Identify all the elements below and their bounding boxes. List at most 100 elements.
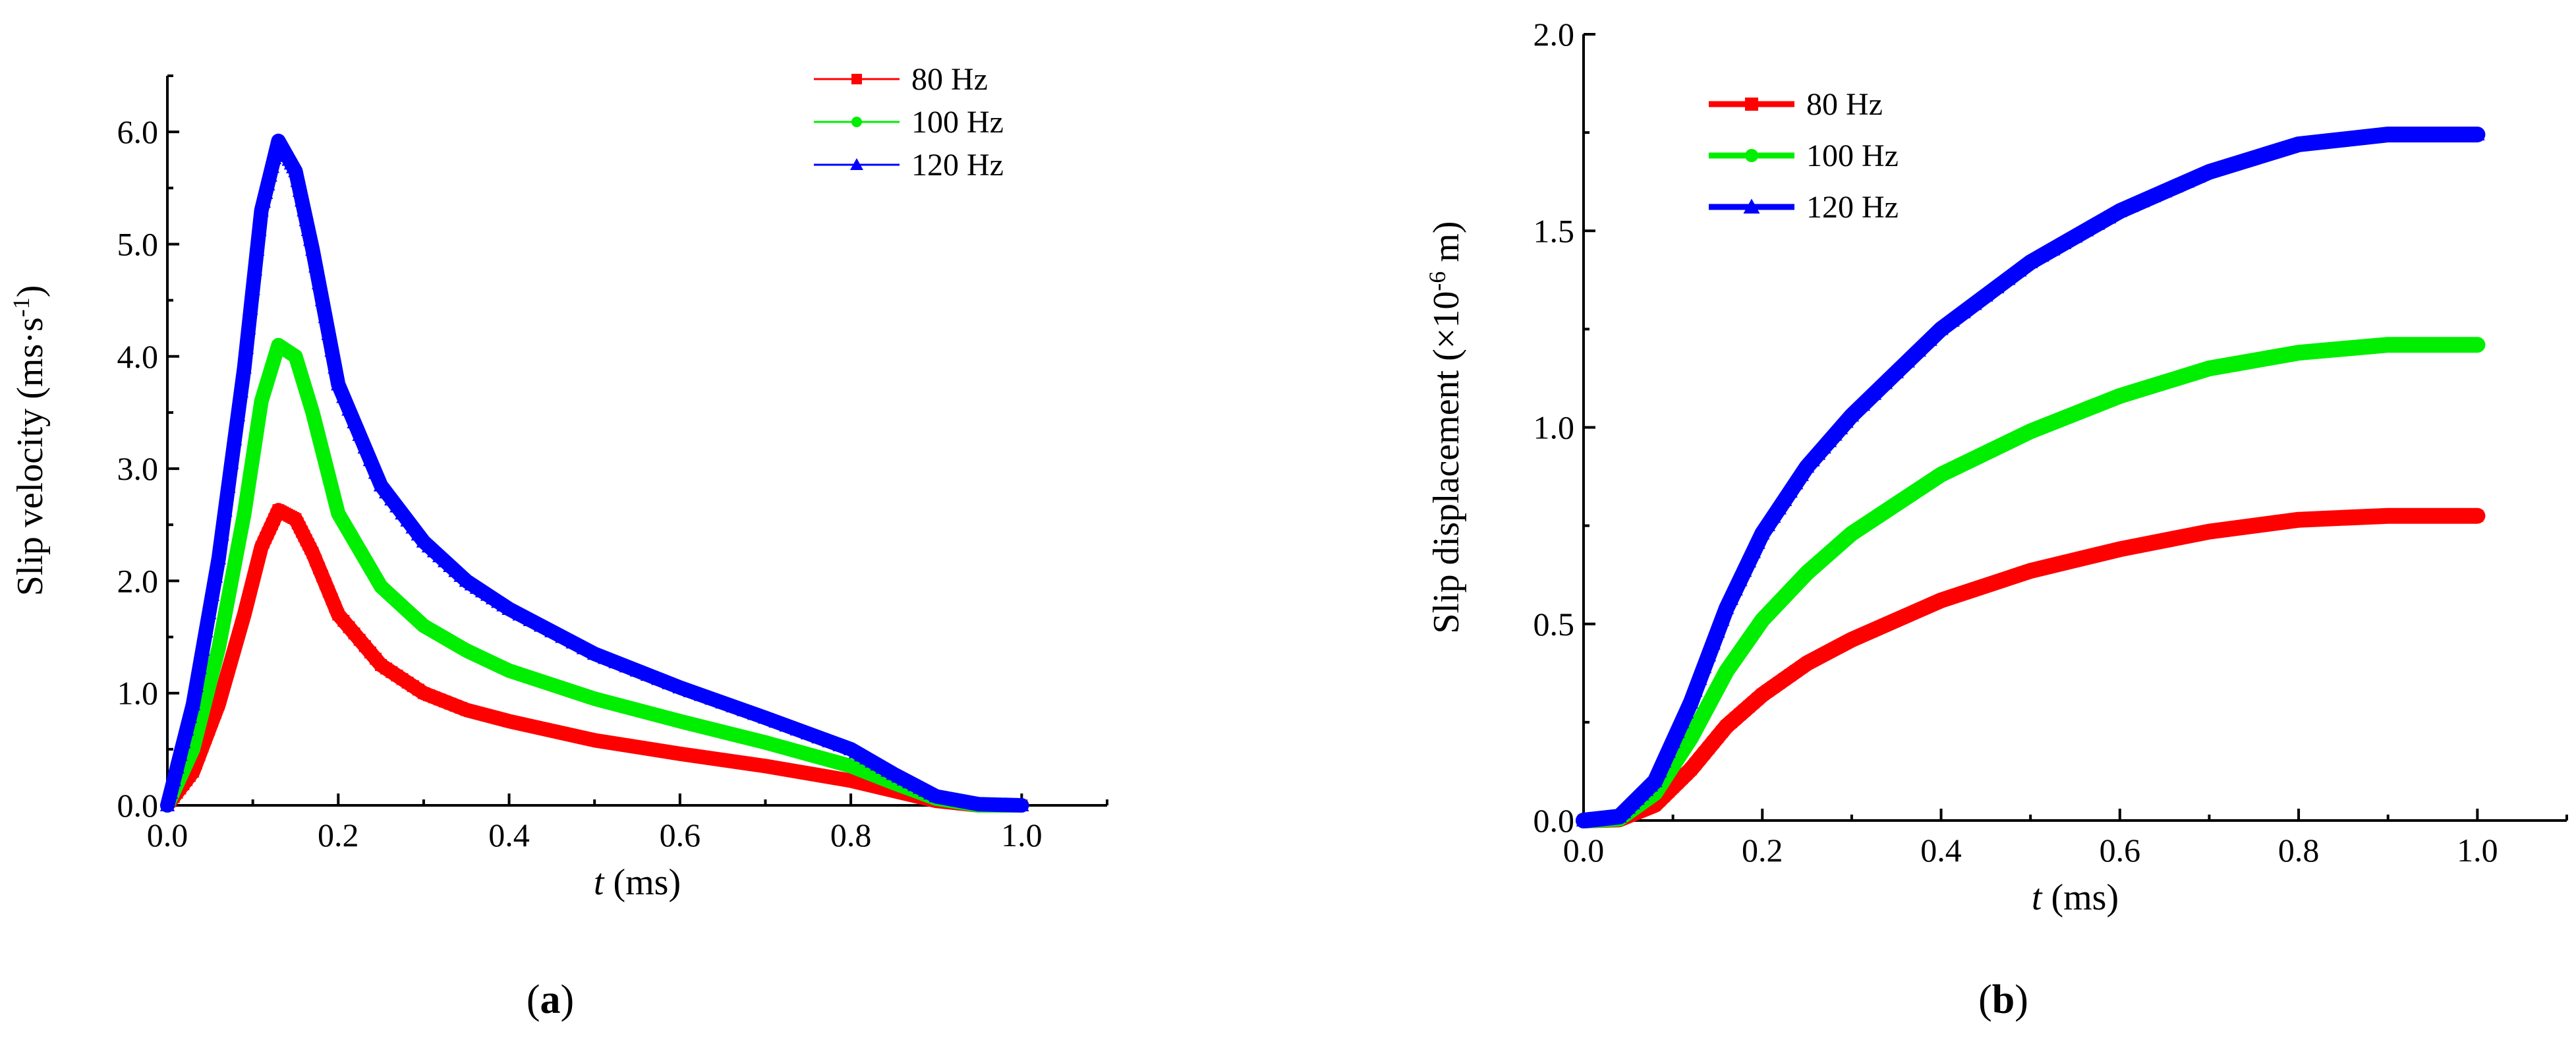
data-point <box>524 672 536 684</box>
data-point <box>1656 754 1672 768</box>
data-point <box>310 419 322 432</box>
data-point <box>2237 357 2249 369</box>
data-point <box>685 718 697 730</box>
data-point <box>247 262 263 275</box>
data-point <box>2302 135 2318 150</box>
data-point <box>1647 774 1663 788</box>
data-point <box>221 479 236 493</box>
data-point <box>512 607 527 621</box>
chart-panel-a: 0.0 0.2 0.4 0.6 0.8 1.0 0.0 1.0 2.0 3.0 4.0 5.0 6.0 t… <box>8 62 1108 903</box>
data-point <box>1783 484 1798 498</box>
data-point <box>195 642 210 656</box>
data-point <box>749 759 761 771</box>
data-point <box>186 743 199 755</box>
data-point <box>1705 636 1721 650</box>
data-point <box>2382 339 2394 351</box>
data-point <box>1746 544 1761 558</box>
data-point <box>2259 518 2272 531</box>
data-point <box>2359 511 2372 523</box>
data-point <box>2112 204 2128 217</box>
data-point <box>313 432 326 444</box>
data-point <box>780 763 793 776</box>
legend-label: 80 Hz <box>1806 87 1883 122</box>
y-tick-label: 0.5 <box>1533 606 1575 643</box>
data-point <box>2192 527 2204 540</box>
data-point <box>2248 355 2260 367</box>
data-point <box>2158 376 2171 388</box>
data-point <box>1980 447 1992 459</box>
data-point <box>222 591 235 604</box>
x-tick-label: 0.6 <box>660 817 701 853</box>
data-point <box>193 718 206 730</box>
data-point <box>1728 582 1743 596</box>
data-point <box>2436 127 2451 141</box>
data-point <box>1719 600 1734 614</box>
data-point <box>2348 341 2361 354</box>
legend-marker <box>850 158 863 170</box>
data-point <box>2047 417 2059 429</box>
data-point <box>243 479 255 492</box>
chart-panel-b: 0.0 0.2 0.4 0.6 0.8 1.0 0.0 0.5 1.0 1.5 2.0 t (ms) S… <box>1424 16 2568 918</box>
data-point <box>1855 397 1871 411</box>
data-point <box>319 457 331 469</box>
data-point <box>832 737 848 751</box>
y-tick-label: 1.5 <box>1533 212 1575 249</box>
legend-label: 80 Hz <box>911 62 988 97</box>
data-point <box>642 742 654 755</box>
data-point <box>2136 538 2148 551</box>
data-point <box>2404 339 2417 351</box>
data-point <box>1674 714 1690 728</box>
data-point <box>211 551 227 565</box>
data-point <box>215 625 228 638</box>
caption-b: (b) <box>1978 977 2028 1022</box>
data-point <box>2091 548 2104 561</box>
data-point <box>212 642 225 654</box>
data-point <box>301 222 316 237</box>
data-point <box>523 612 538 626</box>
y-tick-label: 4.0 <box>117 338 159 375</box>
data-point <box>631 704 643 716</box>
data-point <box>1968 452 1981 465</box>
data-point <box>640 667 656 681</box>
data-point <box>2403 127 2418 141</box>
data-point <box>1957 457 1970 470</box>
data-point <box>2304 345 2316 358</box>
data-point <box>2425 127 2440 141</box>
data-point <box>241 320 256 335</box>
data-point <box>2168 179 2183 193</box>
data-point <box>2459 127 2474 141</box>
data-point <box>2058 412 2071 424</box>
data-point <box>791 745 804 758</box>
data-point <box>1989 279 2005 293</box>
data-point <box>2335 132 2351 146</box>
data-point <box>2202 164 2217 178</box>
data-point <box>758 710 773 724</box>
data-point <box>2268 144 2284 158</box>
data-point <box>1922 332 1937 346</box>
x-tick-label: 0.0 <box>147 817 188 853</box>
data-point <box>620 701 633 713</box>
legend: 80 Hz 100 Hz 120 Hz <box>814 62 1004 183</box>
data-point <box>1956 304 1971 319</box>
data-point <box>328 360 343 374</box>
data-point <box>608 654 623 668</box>
data-point <box>1714 612 1730 626</box>
data-point <box>238 507 250 520</box>
data-point <box>190 730 202 743</box>
data-point <box>662 676 677 689</box>
data-point <box>2157 184 2172 198</box>
data-point <box>556 727 569 739</box>
data-point <box>642 706 654 719</box>
data-point <box>2136 383 2148 395</box>
data-point <box>2248 519 2260 532</box>
legend-label: 120 Hz <box>1806 190 1899 225</box>
data-point <box>1991 442 2003 454</box>
data-point <box>2214 360 2227 373</box>
data-point <box>629 663 645 677</box>
data-point <box>369 571 382 584</box>
y-tick-label: 2.0 <box>1533 16 1575 53</box>
legend-item: 120 Hz <box>1709 190 1899 225</box>
data-point <box>2147 380 2160 392</box>
data-point <box>248 437 261 449</box>
